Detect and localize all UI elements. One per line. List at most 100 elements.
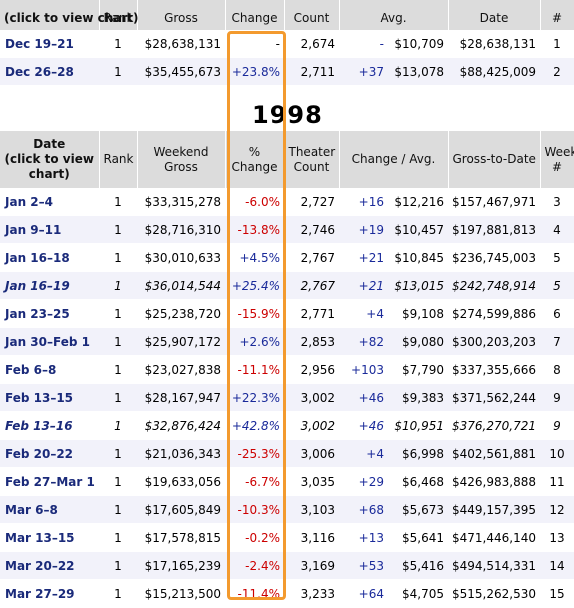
week-date-link[interactable]: Mar 6–8 [0,495,99,524]
theater-count-cell: 2,767 [284,243,339,272]
rank-cell: 1 [99,327,137,356]
rank-cell: 1 [99,299,137,328]
pct-change-cell: - [225,30,284,58]
pct-change-cell: +25.4% [225,271,284,300]
change-avg-cell: +19 $10,457 [339,215,448,244]
top-header-rank: Rank [99,0,138,30]
week-date-link[interactable]: Dec 19–21 [0,30,99,58]
rank-cell: 1 [99,271,137,300]
header-theater-count: Theater Count [284,131,340,188]
average: $10,457 [394,222,444,237]
week-date-link[interactable]: Jan 9–11 [0,215,99,244]
top-header-count: Count [284,0,340,30]
change-avg-cell: - $10,709 [339,30,448,58]
week-date-link[interactable]: Feb 20–22 [0,439,99,468]
week-date-link[interactable]: Jan 23–25 [0,299,99,328]
gross-to-date-cell: $274,599,886 [448,299,540,328]
pct-change-cell: -10.3% [225,495,284,524]
week-date-link[interactable]: Feb 27–Mar 1 [0,467,99,496]
theater-count-cell: 3,035 [284,467,339,496]
table-row: Feb 13–16 1 $32,876,424 +42.8% 3,002 +46 $10,9… [0,411,574,440]
week-date-link[interactable]: Feb 6–8 [0,355,99,384]
theater-change: +53 [358,558,384,573]
week-number-cell: 8 [540,355,574,384]
average: $13,015 [394,278,444,293]
top-header-week: # [540,0,574,30]
header-pct-change: % Change [225,131,285,188]
week-date-link[interactable]: Jan 16–18 [0,243,99,272]
header-weekend-gross: Weekend Gross [137,131,226,188]
week-number-cell: 15 [540,579,574,608]
week-date-link[interactable]: Mar 13–15 [0,523,99,552]
week-date-link[interactable]: Feb 13–15 [0,383,99,412]
gross-to-date-cell: $242,748,914 [448,271,540,300]
header-rank: Rank [99,131,138,188]
week-number-cell: 13 [540,523,574,552]
theater-count-cell: 2,746 [284,215,339,244]
theater-count-cell: 2,771 [284,299,339,328]
table-row: Mar 6–8 1 $17,605,849 -10.3% 3,103 +68 $5,673 $… [0,495,574,524]
theater-count-cell: 3,233 [284,579,339,608]
gross-cell: $28,167,947 [137,383,225,412]
theater-change: +82 [358,334,384,349]
header-change-avg: Change / Avg. [339,131,449,188]
week-number-cell: 7 [540,327,574,356]
average: $7,790 [402,362,444,377]
gross-cell: $30,010,633 [137,243,225,272]
top-header-date[interactable]: (click to view chart) [0,0,138,30]
average: $5,416 [402,558,444,573]
week-date-link[interactable]: Dec 26–28 [0,57,99,86]
theater-change: +37 [358,64,384,79]
theater-change: - [379,36,384,51]
week-number-cell: 4 [540,215,574,244]
average: $6,468 [402,474,444,489]
gross-cell: $21,036,343 [137,439,225,468]
theater-count-cell: 3,002 [284,383,339,412]
average: $5,673 [402,502,444,517]
average: $10,845 [394,250,444,265]
header-date[interactable]: Date (click to view chart) [0,131,100,188]
gross-to-date-cell: $471,446,140 [448,523,540,552]
rank-cell: 1 [99,551,137,580]
average: $5,641 [402,530,444,545]
gross-to-date-cell: $515,262,530 [448,579,540,608]
rank-cell: 1 [99,355,137,384]
gross-to-date-cell: $371,562,244 [448,383,540,412]
gross-cell: $23,027,838 [137,355,225,384]
week-number-cell: 1 [540,30,574,58]
table-row: Dec 19–21 1 $28,638,131-2,674- $10,709 $28,6… [0,30,574,58]
average: $9,108 [402,306,444,321]
table-row: Feb 13–15 1 $28,167,947 +22.3% 3,002 +46 $9,38… [0,383,574,412]
year-heading: 1998 [252,101,323,129]
theater-count-cell: 2,853 [284,327,339,356]
gross-cell: $25,238,720 [137,299,225,328]
week-date-link[interactable]: Feb 13–16 [0,411,99,440]
week-number-cell: 9 [540,411,574,440]
week-number-cell: 2 [540,57,574,86]
theater-count-cell: 3,169 [284,551,339,580]
pct-change-cell: -11.4% [225,579,284,608]
rank-cell: 1 [99,579,137,608]
rank-cell: 1 [99,30,137,58]
gross-to-date-cell: $402,561,881 [448,439,540,468]
pct-change-cell: -0.2% [225,523,284,552]
theater-change: +68 [358,502,384,517]
week-date-link[interactable]: Jan 16–19 [0,271,99,300]
change-avg-cell: +82 $9,080 [339,327,448,356]
theater-count-cell: 3,002 [284,411,339,440]
gross-to-date-cell: $376,270,721 [448,411,540,440]
week-date-link[interactable]: Mar 20–22 [0,551,99,580]
theater-change: +29 [358,474,384,489]
top-header-avg: Avg. [339,0,449,30]
theater-change: +46 [358,418,384,433]
change-avg-cell: +4 $6,998 [339,439,448,468]
week-date-link[interactable]: Jan 2–4 [0,188,99,216]
change-avg-cell: +46 $9,383 [339,383,448,412]
week-date-link[interactable]: Jan 30–Feb 1 [0,327,99,356]
change-avg-cell: +21 $10,845 [339,243,448,272]
week-date-link[interactable]: Mar 27–29 [0,579,99,608]
gross-to-date-cell: $449,157,395 [448,495,540,524]
week-number-cell: 14 [540,551,574,580]
gross-cell: $35,455,673 [137,57,225,86]
gross-cell: $28,716,310 [137,215,225,244]
